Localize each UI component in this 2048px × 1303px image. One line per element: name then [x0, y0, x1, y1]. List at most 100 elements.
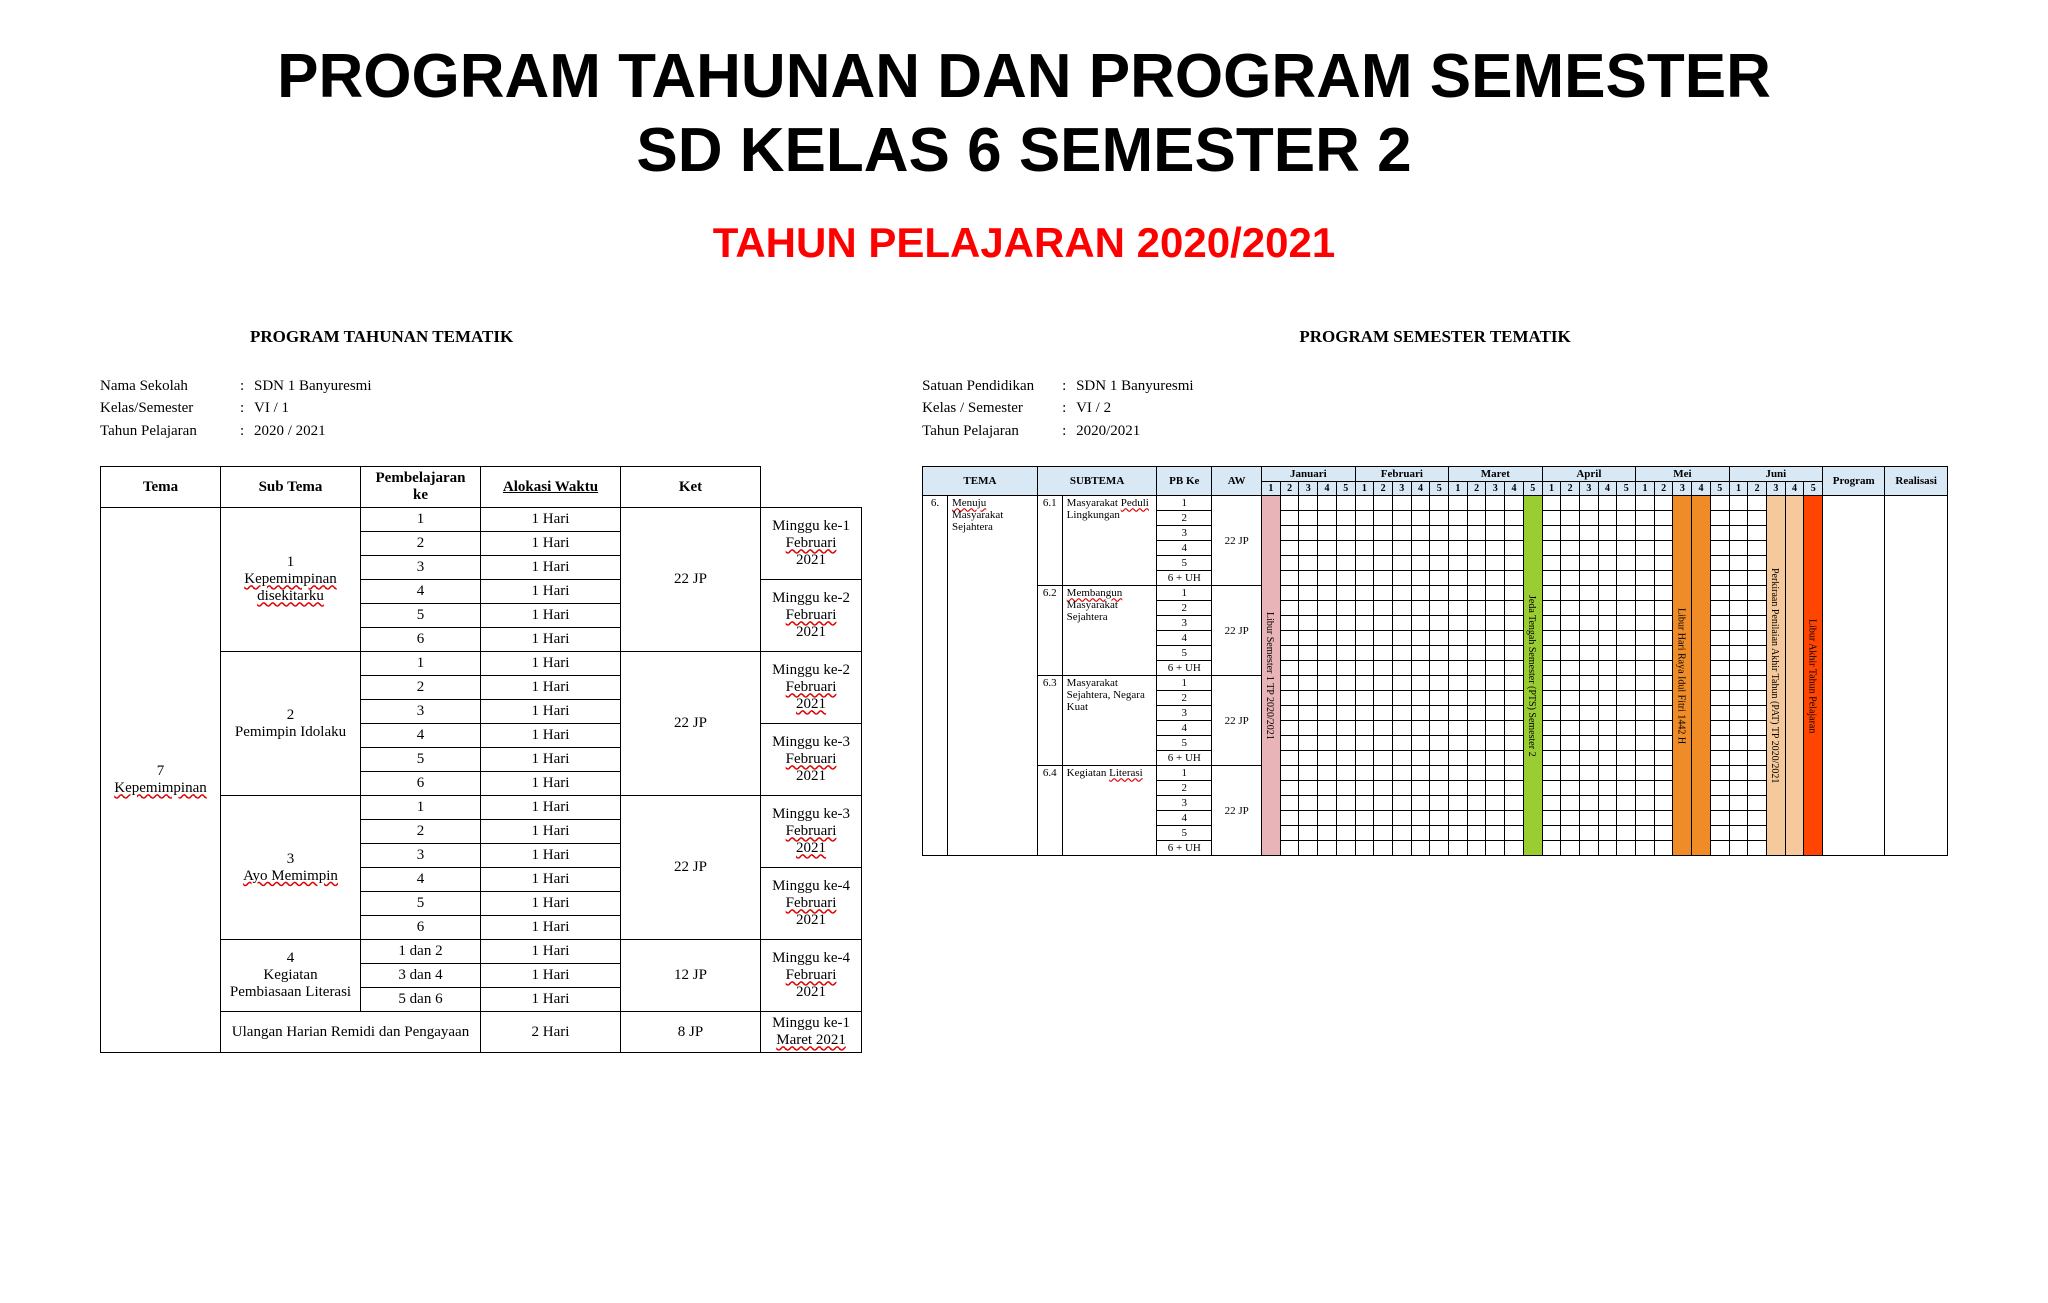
week-cell [1710, 601, 1729, 616]
th-week: 2 [1561, 482, 1580, 496]
week-cell [1299, 661, 1318, 676]
week-cell [1336, 601, 1355, 616]
week-cell [1598, 541, 1617, 556]
pb-cell: 1 [361, 652, 481, 676]
week-cell [1748, 721, 1767, 736]
week-cell [1318, 526, 1337, 541]
week-cell [1299, 676, 1318, 691]
th-week: 5 [1617, 482, 1636, 496]
week-cell [1710, 826, 1729, 841]
right-meta: Satuan Pendidikan:SDN 1 Banyuresmi Kelas… [922, 375, 1948, 443]
week-cell [1355, 661, 1374, 676]
th-week: 3 [1299, 482, 1318, 496]
week-cell [1617, 721, 1636, 736]
week-cell [1374, 571, 1393, 586]
week-cell [1505, 751, 1524, 766]
week-cell [1748, 766, 1767, 781]
week-cell [1280, 721, 1299, 736]
week-cell [1430, 601, 1449, 616]
week-cell [1729, 766, 1748, 781]
week-cell [1598, 751, 1617, 766]
week-cell [1579, 811, 1598, 826]
week-cell [1561, 541, 1580, 556]
week-cell [1374, 766, 1393, 781]
week-cell [1486, 676, 1505, 691]
th-realisasi: Realisasi [1885, 467, 1948, 496]
week-cell [1336, 511, 1355, 526]
meta-label: Kelas/Semester [100, 397, 240, 420]
week-cell [1561, 736, 1580, 751]
week-cell [1280, 586, 1299, 601]
week-cell [1486, 841, 1505, 856]
pb-cell: 4 [1157, 811, 1212, 826]
subtema-no-cell: 6.4 [1037, 766, 1062, 856]
week-cell [1505, 586, 1524, 601]
week-cell [1729, 556, 1748, 571]
pb-cell: 2 [1157, 781, 1212, 796]
pb-cell: 4 [361, 724, 481, 748]
highlight-col [1785, 496, 1804, 856]
week-cell [1598, 781, 1617, 796]
week-cell [1561, 661, 1580, 676]
week-cell [1392, 796, 1411, 811]
week-cell [1430, 796, 1449, 811]
week-cell [1318, 751, 1337, 766]
week-cell [1542, 586, 1561, 601]
week-cell [1617, 526, 1636, 541]
subtema-cell: 1Kepemimpinan disekitarku [221, 508, 361, 652]
week-cell [1336, 751, 1355, 766]
week-cell [1542, 496, 1561, 511]
week-cell [1561, 646, 1580, 661]
week-cell [1374, 556, 1393, 571]
week-cell [1579, 661, 1598, 676]
week-cell [1542, 736, 1561, 751]
week-cell [1449, 496, 1468, 511]
week-cell [1636, 736, 1655, 751]
week-cell [1748, 571, 1767, 586]
week-cell [1579, 526, 1598, 541]
week-cell [1486, 496, 1505, 511]
week-cell [1505, 511, 1524, 526]
week-cell [1374, 841, 1393, 856]
week-cell [1505, 796, 1524, 811]
week-cell [1374, 586, 1393, 601]
week-cell [1561, 631, 1580, 646]
week-cell [1748, 751, 1767, 766]
week-cell [1430, 526, 1449, 541]
highlight-col: Libur Hari Raya Idul Fitri 1442 H [1673, 496, 1692, 856]
week-cell [1318, 571, 1337, 586]
week-cell [1486, 646, 1505, 661]
th-week: 3 [1392, 482, 1411, 496]
ket-cell: Minggu ke-2Februari2021 [761, 580, 862, 652]
week-cell [1561, 796, 1580, 811]
week-cell [1617, 646, 1636, 661]
week-cell [1654, 586, 1673, 601]
week-cell [1280, 781, 1299, 796]
week-cell [1561, 601, 1580, 616]
week-cell [1467, 811, 1486, 826]
week-cell [1336, 571, 1355, 586]
week-cell [1336, 616, 1355, 631]
week-cell [1617, 751, 1636, 766]
hari-cell: 1 Hari [481, 916, 621, 940]
week-cell [1654, 661, 1673, 676]
week-cell [1411, 781, 1430, 796]
week-cell [1579, 736, 1598, 751]
week-cell [1579, 706, 1598, 721]
week-cell [1729, 541, 1748, 556]
highlight-col [1692, 496, 1711, 856]
week-cell [1449, 511, 1468, 526]
week-cell [1374, 541, 1393, 556]
hari-cell: 1 Hari [481, 796, 621, 820]
pb-cell: 5 dan 6 [361, 988, 481, 1012]
week-cell [1542, 691, 1561, 706]
week-cell [1617, 796, 1636, 811]
week-cell [1486, 706, 1505, 721]
week-cell [1598, 826, 1617, 841]
week-cell [1505, 691, 1524, 706]
jp-cell: 22 JP [621, 796, 761, 940]
week-cell [1486, 601, 1505, 616]
week-cell [1280, 706, 1299, 721]
week-cell [1505, 541, 1524, 556]
week-cell [1318, 826, 1337, 841]
